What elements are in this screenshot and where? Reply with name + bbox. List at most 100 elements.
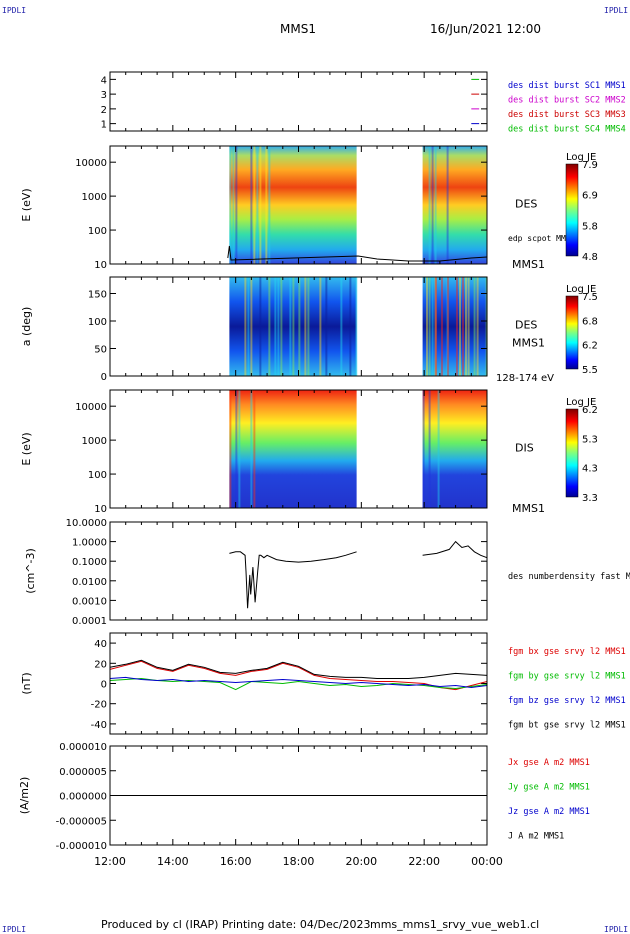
legend-label: des dist burst SC3 MMS3 xyxy=(508,110,626,120)
x-tick-label: 18:00 xyxy=(283,855,315,868)
y-tick-label: 0.000000 xyxy=(59,792,107,803)
x-tick-label: 22:00 xyxy=(408,855,440,868)
spectrogram-stripe xyxy=(459,277,461,376)
colorbar-tick-label: 6.2 xyxy=(582,405,598,416)
colorbar-tick-label: 6.9 xyxy=(582,191,598,202)
spectrogram-stripe xyxy=(238,390,241,508)
axis-label: (nT) xyxy=(20,672,33,694)
header-spacecraft: MMS1 xyxy=(280,22,316,36)
legend-label: des dist burst SC4 MMS4 xyxy=(508,125,626,135)
bfield-series-line xyxy=(109,660,488,691)
axis-label: a (deg) xyxy=(20,307,33,347)
bfield-series-line xyxy=(109,676,488,689)
y-tick-label: 150 xyxy=(88,290,107,301)
y-tick-label: 1 xyxy=(101,120,107,131)
spectrogram-stripe xyxy=(268,146,271,264)
colorbar-tick-label: 4.8 xyxy=(582,252,598,263)
colorbar-title: Log JE xyxy=(566,397,596,408)
y-tick-label: 1000 xyxy=(82,192,107,203)
colorbar xyxy=(565,295,579,370)
legend-label: fgm bt gse srvy l2 MMS1 xyxy=(508,721,626,731)
y-tick-label: -0.000010 xyxy=(56,841,107,852)
y-tick-label: 100 xyxy=(88,470,107,481)
colorbar-title: Log JE xyxy=(566,284,596,295)
y-tick-label: 100 xyxy=(88,226,107,237)
spectrogram-stripe xyxy=(268,277,271,376)
y-tick-label: 1.0000 xyxy=(72,538,107,549)
spectrogram-block xyxy=(422,277,487,376)
spectrogram-stripe xyxy=(437,390,440,508)
footer-produced-by: Produced by cl (IRAP) xyxy=(101,918,219,931)
spectrogram-block xyxy=(422,390,487,508)
spectrogram-block xyxy=(229,146,357,264)
y-tick-label: 10 xyxy=(94,504,107,515)
spectrogram-stripe xyxy=(431,146,434,264)
y-tick-label: 40 xyxy=(94,639,107,650)
spectrogram-stripe xyxy=(277,277,280,376)
spectrogram-stripe xyxy=(229,146,232,264)
legend-label: Jz gse A m2 MMS1 xyxy=(508,807,590,817)
footer-filename: mms_mms1_srvy_vue_web1.cl xyxy=(370,918,540,931)
density-series-line xyxy=(229,551,357,609)
spectrogram-stripe xyxy=(319,277,322,376)
instrument-label: DES xyxy=(515,318,537,331)
spectrogram-stripe xyxy=(307,277,310,376)
y-tick-label: 50 xyxy=(94,345,107,356)
y-tick-label: -0.000005 xyxy=(56,816,107,827)
y-tick-label: 0 xyxy=(101,680,107,691)
axis-label: E (eV) xyxy=(20,432,33,465)
legend-label: Jy gse A m2 MMS1 xyxy=(508,783,590,793)
colorbar-tick-label: 3.3 xyxy=(582,493,598,504)
spacecraft-label: MMS1 xyxy=(512,502,545,515)
colorbar-tick-label: 6.8 xyxy=(582,316,598,327)
instrument-label: DES xyxy=(515,197,537,210)
y-tick-label: 0.000005 xyxy=(59,767,107,778)
legend-label: fgm bz gse srvy l2 MMS1 xyxy=(508,696,626,706)
x-tick-label: 14:00 xyxy=(157,855,189,868)
energy-band-label: 128-174 eV xyxy=(496,373,554,384)
spectrogram-stripe xyxy=(280,277,283,376)
spectrogram-stripe xyxy=(289,277,292,376)
colorbar-tick-label: 5.8 xyxy=(582,221,598,232)
spectrogram-stripe xyxy=(462,277,464,376)
axis-label: E (eV) xyxy=(20,188,33,221)
legend-label: des dist burst SC1 MMS1 xyxy=(508,81,626,91)
y-tick-label: 3 xyxy=(101,90,107,101)
colorbar-title: Log JE xyxy=(566,152,596,163)
legend-label: des numberdensity fast M xyxy=(508,572,630,582)
spacecraft-label: MMS1 xyxy=(512,258,545,271)
spectrogram-stripe xyxy=(259,277,262,376)
x-tick-label: 00:00 xyxy=(471,855,503,868)
colorbar-tick-label: 5.3 xyxy=(582,434,598,445)
spectrogram-stripe xyxy=(349,277,352,376)
y-tick-label: 0.0001 xyxy=(72,616,107,627)
spectrogram-stripe xyxy=(446,146,449,264)
spectrogram-stripe xyxy=(456,277,458,376)
y-tick-label: 1000 xyxy=(82,436,107,447)
spectrogram-stripe xyxy=(476,277,479,376)
spectrogram-stripe xyxy=(253,390,256,508)
y-tick-label: 0.1000 xyxy=(72,557,107,568)
spacecraft-label: MMS1 xyxy=(512,336,545,349)
density-series-line xyxy=(422,540,488,559)
y-tick-label: 10.0000 xyxy=(66,518,107,529)
y-tick-label: 10000 xyxy=(75,158,107,169)
panel-frame xyxy=(109,521,488,621)
y-tick-label: 10 xyxy=(94,260,107,271)
spectrogram-stripe xyxy=(325,277,328,376)
colorbar-tick-label: 7.5 xyxy=(582,292,598,303)
x-tick-label: 12:00 xyxy=(94,855,126,868)
spectrogram-stripe xyxy=(426,277,428,376)
spectrogram-block xyxy=(229,277,357,376)
panel-frame xyxy=(109,71,488,132)
spectrogram-stripe xyxy=(441,277,443,376)
y-tick-label: 0.000010 xyxy=(59,742,107,753)
header-date: 16/Jun/2021 12:00 xyxy=(430,22,542,36)
legend-label: J A m2 MMS1 xyxy=(508,832,564,842)
colorbar-tick-label: 5.5 xyxy=(582,365,598,376)
bfield-series-line xyxy=(109,659,488,679)
y-tick-label: -20 xyxy=(91,700,107,711)
legend-label: fgm bx gse srvy l2 MMS1 xyxy=(508,647,626,657)
spectrogram-stripe xyxy=(446,277,449,376)
